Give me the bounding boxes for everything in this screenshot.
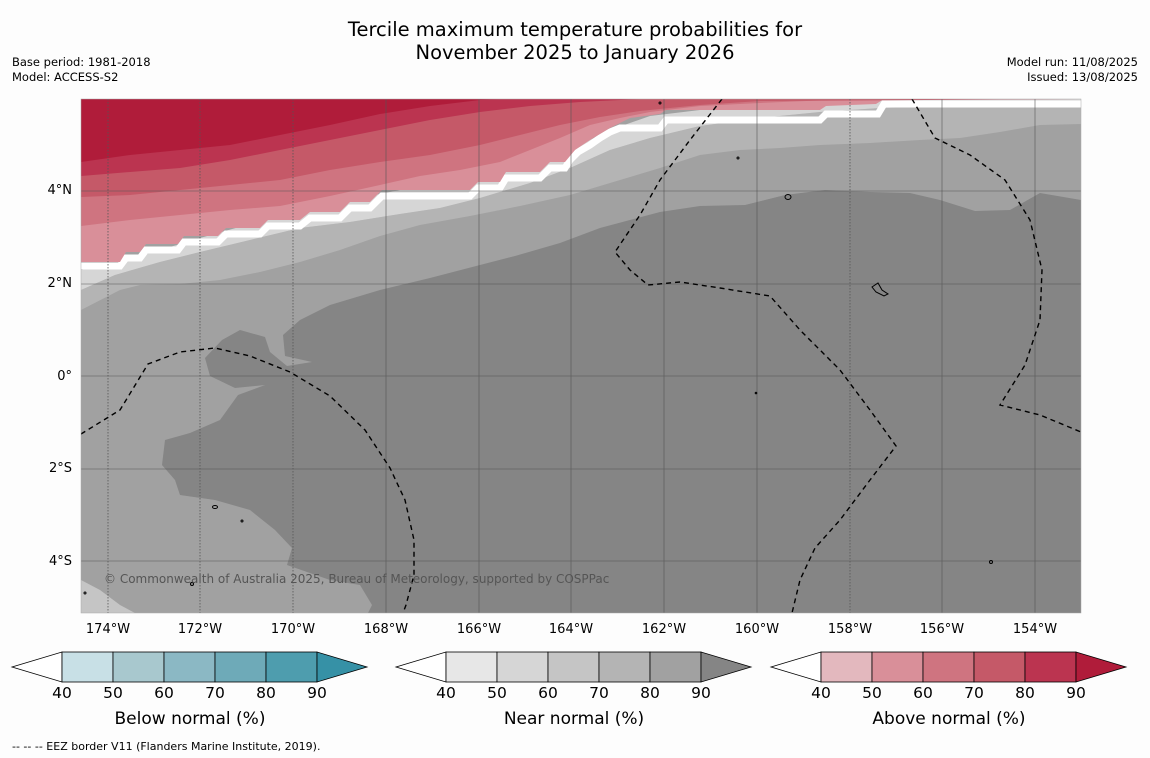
near-normal-60-70-patch	[81, 580, 135, 613]
near-normal-under-40-swatch	[394, 651, 447, 683]
model-info: Base period: 1981-2018 Model: ACCESS-S2	[12, 55, 151, 85]
eez-footnote: -- -- -- EEZ border V11 (Flanders Marine…	[12, 740, 321, 753]
island-dot	[754, 391, 758, 395]
above-normal-tick: 50	[862, 684, 882, 702]
above-normal-over-90-region	[81, 99, 500, 162]
lon-label: 154°W	[1012, 622, 1058, 637]
eez-border-west	[81, 347, 415, 613]
above-normal-tick: 40	[811, 684, 831, 702]
lon-label: 164°W	[548, 622, 594, 637]
near-normal-tick: 70	[589, 684, 609, 702]
above-normal-tick: 80	[1015, 684, 1035, 702]
above-normal-swatch	[1024, 651, 1077, 683]
near-normal-swatch	[649, 651, 702, 683]
near-normal-tick: 90	[691, 684, 711, 702]
copyright-notice: © Commonwealth of Australia 2025, Bureau…	[104, 572, 610, 586]
base-period: Base period: 1981-2018	[12, 55, 151, 69]
eez-borders	[81, 99, 1081, 613]
above-normal-swatch	[973, 651, 1026, 683]
run-info: Model run: 11/08/2025 Issued: 13/08/2025	[1007, 55, 1138, 85]
near-normal-tick: 40	[436, 684, 456, 702]
island-jarvis	[784, 194, 792, 200]
island-dot	[240, 519, 244, 523]
near-normal-swatch	[496, 651, 549, 683]
islands	[83, 101, 993, 595]
above-normal-swatch	[922, 651, 975, 683]
eez-border-east	[911, 99, 1081, 433]
title-line-1: Tercile maximum temperature probabilitie…	[347, 18, 803, 41]
model-run-date: Model run: 11/08/2025	[1006, 55, 1138, 69]
near-normal-under-40-line	[81, 100, 1081, 270]
below-normal-swatch	[163, 651, 216, 683]
island-kiritimati	[871, 282, 889, 297]
below-normal-tick: 40	[52, 684, 72, 702]
above-normal-over-90-swatch	[1075, 651, 1128, 683]
below-normal-under-40-swatch	[10, 651, 63, 683]
lon-label: 174°W	[85, 622, 131, 637]
lat-label: 0°	[57, 369, 72, 384]
below-normal-tick: 60	[154, 684, 174, 702]
above-normal-tick: 70	[964, 684, 984, 702]
below-normal-swatch	[61, 651, 114, 683]
below-normal-swatch	[265, 651, 318, 683]
near-normal-tick: 50	[487, 684, 507, 702]
near-normal-swatch	[445, 651, 498, 683]
lon-label: 160°W	[734, 622, 780, 637]
below-normal-tick: 90	[307, 684, 327, 702]
lat-label: 2°S	[48, 461, 72, 476]
issued-date: Issued: 13/08/2025	[1027, 70, 1138, 84]
above-normal-under-40-swatch	[769, 651, 822, 683]
island-dot	[658, 101, 662, 105]
lat-label: 4°N	[47, 183, 73, 198]
below-normal-tick: 50	[103, 684, 123, 702]
island-dot	[989, 560, 993, 564]
island-dot	[190, 582, 194, 586]
near-normal-swatch	[598, 651, 651, 683]
map-frame	[80, 98, 1082, 614]
near-normal-title: Near normal (%)	[503, 709, 645, 729]
near-normal-swatch	[547, 651, 600, 683]
lon-label: 156°W	[919, 622, 965, 637]
near-normal-60-70-band	[81, 101, 1081, 310]
lon-label: 166°W	[456, 622, 502, 637]
lat-label: 2°N	[47, 276, 73, 291]
above-normal-tick: 90	[1066, 684, 1086, 702]
island-dot	[736, 156, 740, 160]
island-dot	[212, 505, 218, 509]
map-grid	[81, 99, 1081, 613]
below-normal-title: Below normal (%)	[114, 709, 266, 729]
lon-label: 162°W	[641, 622, 687, 637]
lat-label: 4°S	[48, 554, 72, 569]
above-normal-swatch	[871, 651, 924, 683]
near-normal-over-90-swatch	[700, 651, 753, 683]
probability-field	[81, 99, 1081, 613]
near-normal-tick: 60	[538, 684, 558, 702]
lon-label: 168°W	[363, 622, 409, 637]
lon-label: 170°W	[270, 622, 316, 637]
above-normal-swatch	[820, 651, 873, 683]
below-normal-tick: 70	[205, 684, 225, 702]
title-line-2: November 2025 to January 2026	[415, 41, 735, 64]
near-normal-over-90-region	[162, 190, 1081, 613]
above-normal-title: Above normal (%)	[872, 709, 1026, 729]
lon-label: 172°W	[177, 622, 223, 637]
near-normal-tick: 80	[640, 684, 660, 702]
above-normal-tick: 60	[913, 684, 933, 702]
below-normal-swatch	[214, 651, 267, 683]
below-normal-over-90-swatch	[316, 651, 369, 683]
map-title: Tercile maximum temperature probabilitie…	[0, 18, 1150, 64]
lon-label: 158°W	[827, 622, 873, 637]
below-normal-tick: 80	[256, 684, 276, 702]
model-name: Model: ACCESS-S2	[12, 70, 119, 84]
colorbar-group	[10, 651, 1128, 683]
island-dot	[83, 591, 87, 595]
below-normal-swatch	[112, 651, 165, 683]
